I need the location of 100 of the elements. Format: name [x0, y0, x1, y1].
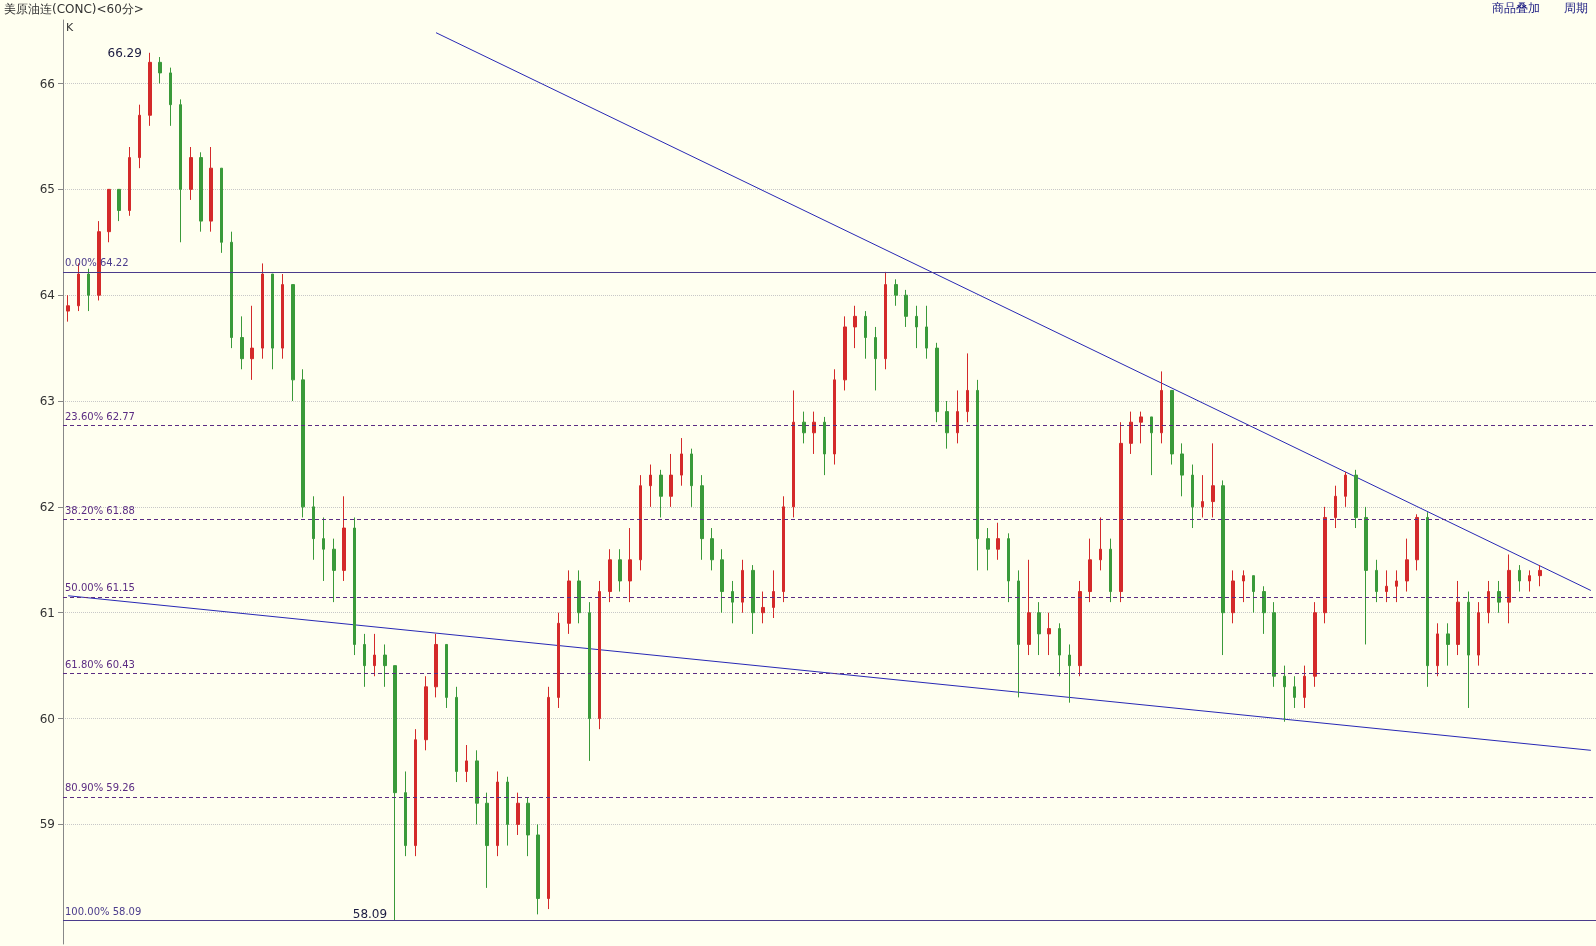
candlestick — [1313, 601, 1317, 688]
candlestick — [261, 262, 264, 360]
candlestick — [1323, 506, 1327, 624]
candlestick — [751, 564, 755, 635]
ref-line-label: 23.60% 62.77 — [65, 410, 135, 422]
candlestick — [281, 273, 284, 360]
candlestick — [1088, 538, 1092, 603]
candlestick — [404, 770, 407, 857]
candlestick — [220, 167, 223, 254]
y-tick-label: 59 — [39, 817, 55, 832]
candlestick — [1272, 601, 1276, 688]
candlestick — [1415, 513, 1419, 571]
candlestick — [496, 770, 499, 857]
candlestick — [1436, 622, 1439, 677]
candlestick — [915, 305, 918, 349]
candlestick — [414, 728, 417, 857]
candlestick — [986, 527, 990, 571]
candlestick — [772, 569, 775, 619]
candlestick — [445, 643, 448, 709]
candlestick — [1426, 511, 1429, 688]
candlestick — [843, 315, 847, 391]
candlestick — [567, 569, 571, 635]
candlestick — [1262, 585, 1266, 635]
candlestick — [1191, 464, 1194, 529]
candlestick — [1047, 612, 1051, 656]
candlestick — [547, 686, 550, 910]
candlestick — [833, 368, 836, 466]
candlestick — [1477, 601, 1480, 667]
candlestick — [199, 151, 203, 233]
candlestick — [1405, 538, 1409, 593]
candlestick — [1231, 569, 1235, 624]
candlestick — [158, 56, 162, 85]
candlestick — [904, 289, 908, 328]
candlestick — [956, 389, 959, 444]
candlestick — [1027, 559, 1031, 656]
candlestick — [485, 792, 489, 889]
candlestick — [925, 305, 928, 360]
candlestick — [1497, 580, 1501, 614]
candlestick — [1058, 622, 1061, 677]
candlestick — [710, 527, 714, 571]
text: 商品叠加 — [1492, 1, 1540, 15]
candlestick — [741, 559, 744, 614]
candlestick — [1150, 416, 1153, 476]
candlestick — [557, 612, 560, 709]
candlestick — [1385, 569, 1388, 603]
ref-line-label: 80.90% 59.26 — [65, 782, 135, 794]
candlestick — [1078, 580, 1082, 677]
candlestick — [1334, 485, 1337, 529]
candlestick — [1139, 411, 1143, 444]
candlestick — [1180, 442, 1184, 497]
candlestick — [761, 591, 765, 624]
candlestick — [1201, 474, 1204, 518]
candlestick — [516, 792, 520, 836]
candlestick — [1538, 564, 1542, 587]
annotation: 58.09 — [352, 906, 388, 921]
chart-title: 美原油连(CONC)<60分> — [4, 2, 144, 16]
candlestick — [97, 220, 101, 301]
candlestick — [373, 633, 376, 677]
candlestick — [342, 495, 346, 582]
candlestick — [1467, 591, 1470, 709]
candlestick — [230, 231, 233, 349]
candlestick — [1017, 569, 1020, 698]
candlestick — [659, 469, 663, 518]
candlestick — [1507, 554, 1511, 624]
candlestick — [1160, 370, 1163, 444]
y-tick-label: 64 — [39, 288, 55, 303]
candlestick — [1221, 479, 1225, 656]
candlestick — [1456, 580, 1460, 656]
candlestick — [700, 474, 704, 561]
candlestick — [874, 326, 877, 391]
candlestick — [853, 305, 857, 349]
candlestick — [1446, 622, 1450, 667]
candlestick — [1068, 643, 1071, 704]
candlestick — [884, 271, 887, 370]
candlestick — [935, 342, 939, 423]
candlestick — [322, 516, 325, 582]
candlestick — [1252, 575, 1255, 614]
candlestick — [1344, 471, 1347, 508]
candlestick — [608, 548, 612, 603]
y-tick-label: 63 — [39, 394, 55, 409]
candlestick — [1119, 421, 1123, 603]
candlestick — [209, 146, 213, 233]
candlestick — [312, 495, 315, 561]
candlestick — [117, 188, 121, 222]
candlestick — [649, 464, 652, 508]
candlestick — [1283, 665, 1286, 723]
candlestick — [1518, 564, 1521, 593]
y-tick-label: 62 — [39, 499, 55, 514]
candlestick — [792, 389, 795, 518]
candlestick — [271, 273, 274, 370]
ref-line-label: 50.00% 61.15 — [65, 582, 135, 594]
candlestick — [782, 495, 785, 603]
text: 周期 — [1564, 1, 1588, 15]
candlestick — [1170, 389, 1174, 466]
candlestick — [189, 146, 193, 201]
candlestick — [996, 522, 1000, 561]
candlestick — [536, 823, 540, 915]
candlestick — [363, 633, 366, 688]
candlestick — [1364, 506, 1368, 645]
candlestick — [1354, 469, 1358, 529]
